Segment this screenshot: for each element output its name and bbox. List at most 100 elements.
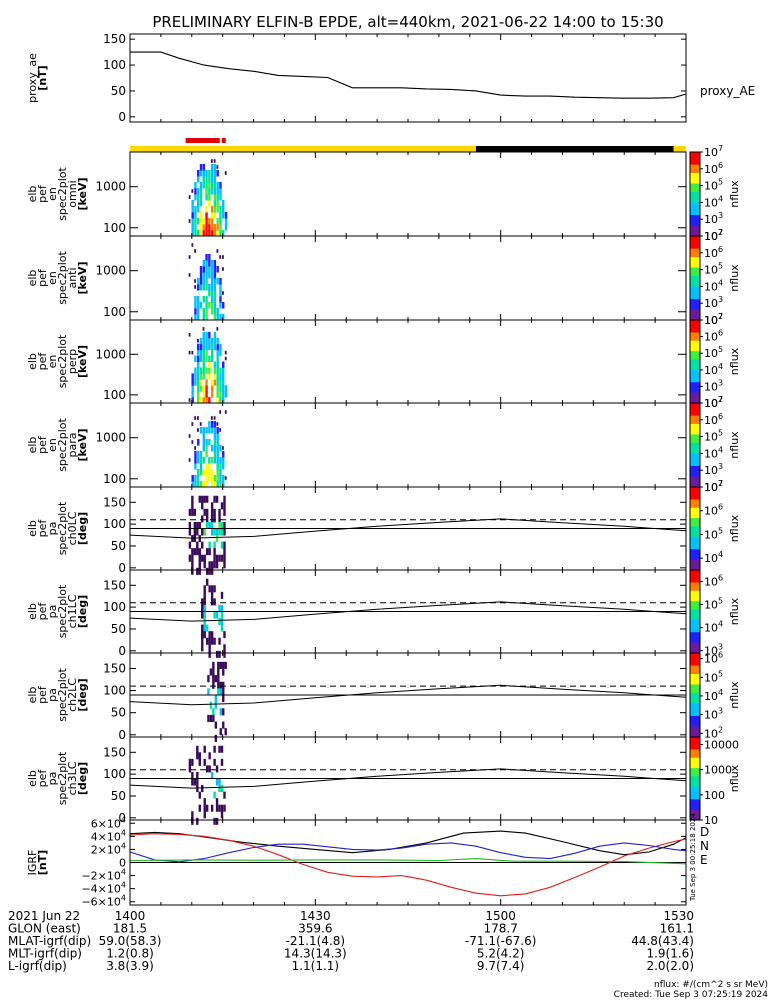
pitch-angle-pixel xyxy=(219,681,222,689)
spectrogram-pixel xyxy=(213,212,217,219)
spectrogram-pixel xyxy=(216,343,219,351)
pitch-angle-pixel xyxy=(218,785,221,793)
colorbar-tick-label: 105 xyxy=(704,262,723,277)
spectrogram-pixel xyxy=(199,200,203,207)
pitch-angle-pixel xyxy=(218,604,221,612)
spectrogram-pixel xyxy=(216,445,219,452)
pitch-angle-pixel xyxy=(205,765,209,773)
colorbar-segment xyxy=(690,501,700,505)
spectrogram-pixel xyxy=(205,463,208,470)
pitch-angle-pixel xyxy=(219,688,222,696)
pitch-angle-pixel xyxy=(201,502,204,510)
spectrogram-pixel xyxy=(213,284,217,291)
spectrogram-pixel xyxy=(222,446,224,450)
spectrogram-pixel xyxy=(208,355,211,362)
spectrogram-pixel xyxy=(216,391,219,398)
spectrogram-pixel xyxy=(205,260,208,267)
spectrogram-pixel xyxy=(188,350,191,355)
spectrogram-pixel xyxy=(210,159,213,163)
y-axis-label: en xyxy=(46,271,59,285)
colorbar-segment xyxy=(690,328,700,331)
spectrogram-pixel xyxy=(197,338,199,343)
colorbar-segment xyxy=(690,507,700,511)
spectrogram-pixel xyxy=(202,337,205,345)
colorbar-tick-label: 102 xyxy=(704,725,723,740)
colorbar-segment xyxy=(690,726,700,730)
colorbar-segment xyxy=(690,559,700,563)
spectrogram-pixel xyxy=(224,212,228,219)
y-tick-label: 100 xyxy=(103,388,126,402)
spectrogram-pixel xyxy=(194,285,197,289)
spectrogram-pixel xyxy=(213,343,217,351)
spectrogram-pixel xyxy=(205,212,208,219)
colorbar-segment xyxy=(690,166,700,170)
pitch-angle-pixel xyxy=(220,521,224,529)
spectrogram-pixel xyxy=(202,385,205,392)
pitch-angle-pixel xyxy=(203,591,206,599)
pitch-angle-pixel xyxy=(215,650,219,658)
status-bar-segment xyxy=(673,146,686,152)
spectrogram-pixel xyxy=(208,421,211,428)
spectrogram-pixel xyxy=(205,170,208,177)
colorbar-segment xyxy=(690,351,700,354)
series-line-n xyxy=(129,842,687,863)
spectrogram-pixel xyxy=(194,212,197,219)
colorbar-segment xyxy=(690,543,700,546)
colorbar-segment xyxy=(690,303,700,306)
spectrogram-pixel xyxy=(197,343,200,351)
spectrogram-pixel xyxy=(222,457,225,464)
spectrogram-pixel xyxy=(216,373,219,380)
colorbar-segment xyxy=(690,578,700,581)
colorbar-segment xyxy=(690,252,700,256)
colorbar-segment xyxy=(690,803,700,807)
spectrogram-pixel xyxy=(197,391,200,398)
spectrogram-pixel xyxy=(202,373,205,380)
spectrogram-pixel xyxy=(210,176,214,183)
pitch-angle-pixel xyxy=(201,541,204,549)
pitch-angle-pixel xyxy=(218,515,221,523)
colorbar-segment xyxy=(690,200,700,203)
colorbar-segment xyxy=(690,367,700,371)
colorbar-segment xyxy=(690,378,700,381)
pitch-angle-pixel xyxy=(198,554,201,562)
legend-entry-e: E xyxy=(700,853,708,867)
y-axis-label: elb xyxy=(26,437,39,454)
colorbar-segment xyxy=(690,538,700,542)
pitch-angle-pixel xyxy=(218,650,221,658)
colorbar-segment xyxy=(690,365,700,369)
spectrogram-pixel xyxy=(213,278,217,285)
spectrogram-pixel xyxy=(210,212,214,219)
spectrogram-pixel xyxy=(219,206,222,213)
y-axis-label: ch3LC xyxy=(66,761,79,795)
spectrogram-pixel xyxy=(216,469,219,476)
colorbar-label: nflux xyxy=(728,597,741,625)
spectrogram-pixel xyxy=(188,219,191,223)
pitch-angle-pixel xyxy=(203,604,206,612)
footer-value: -71.1(-67.6) xyxy=(465,934,536,948)
colorbar-segment xyxy=(690,497,700,501)
colorbar-segment xyxy=(690,154,700,157)
colorbar-segment xyxy=(690,369,700,373)
colorbar-segment xyxy=(690,588,700,592)
pitch-angle-pixel xyxy=(207,714,210,723)
spectrogram-pixel xyxy=(216,218,219,225)
colorbar-segment xyxy=(690,520,700,523)
colorbar-segment xyxy=(690,349,700,352)
colorbar-tick-label: 103 xyxy=(704,211,723,226)
y-tick-label: −2×104 xyxy=(81,868,126,883)
spectrogram-pixel xyxy=(208,230,211,237)
colorbar-segment xyxy=(690,405,700,408)
spectrogram-pixel xyxy=(210,475,214,482)
colorbar-segment xyxy=(690,424,700,427)
spectrogram-pixel xyxy=(216,463,219,470)
colorbar-segment xyxy=(690,484,700,488)
colorbar-segment xyxy=(690,202,700,206)
spectrogram-pixel xyxy=(210,188,214,195)
footer-row-label: MLAT-igrf(dip) xyxy=(8,934,91,948)
colorbar-segment xyxy=(690,684,700,688)
spectrogram-pixel xyxy=(202,272,205,279)
colorbar-tick-label: 107 xyxy=(704,395,723,410)
spectrogram-pixel xyxy=(191,218,194,225)
spectrogram-pixel xyxy=(188,255,191,259)
spectrogram-pixel xyxy=(216,457,219,464)
